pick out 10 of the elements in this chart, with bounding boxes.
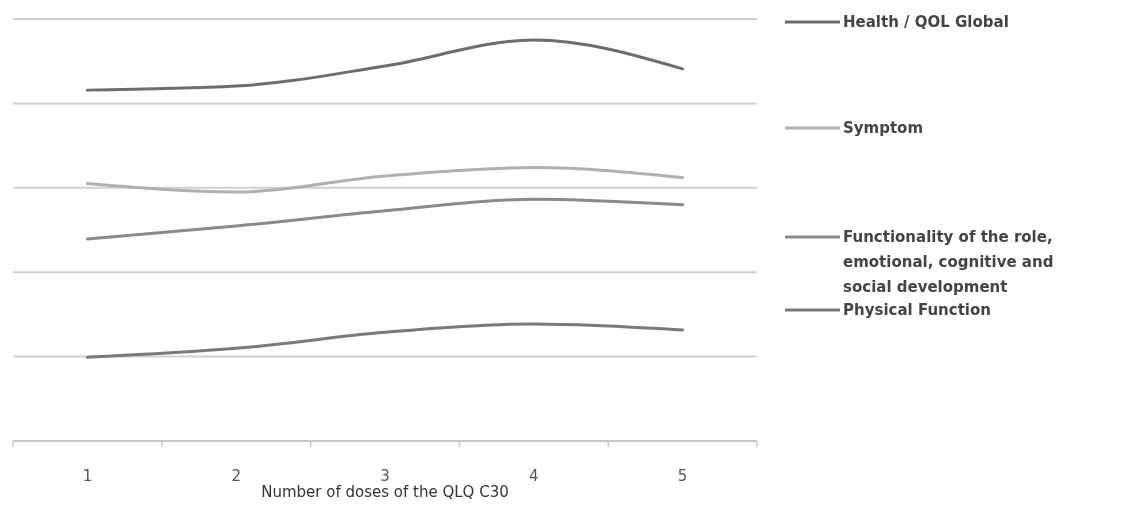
legend-label: Health / QOL Global bbox=[843, 13, 1009, 31]
x-tick-label: 3 bbox=[380, 467, 390, 485]
x-tick-label: 4 bbox=[529, 467, 539, 485]
x-tick-label: 5 bbox=[677, 467, 688, 485]
legend-label: Functionality of the role, emotional, cognitive and social development bbox=[843, 228, 1054, 296]
x-axis-title: Number of doses of the QLQ C30 bbox=[261, 483, 509, 501]
x-tick-label: 1 bbox=[82, 467, 93, 485]
x-tick-label: 2 bbox=[231, 467, 241, 485]
legend-label: Symptom bbox=[843, 119, 924, 137]
legend-label: Physical Function bbox=[843, 301, 991, 319]
